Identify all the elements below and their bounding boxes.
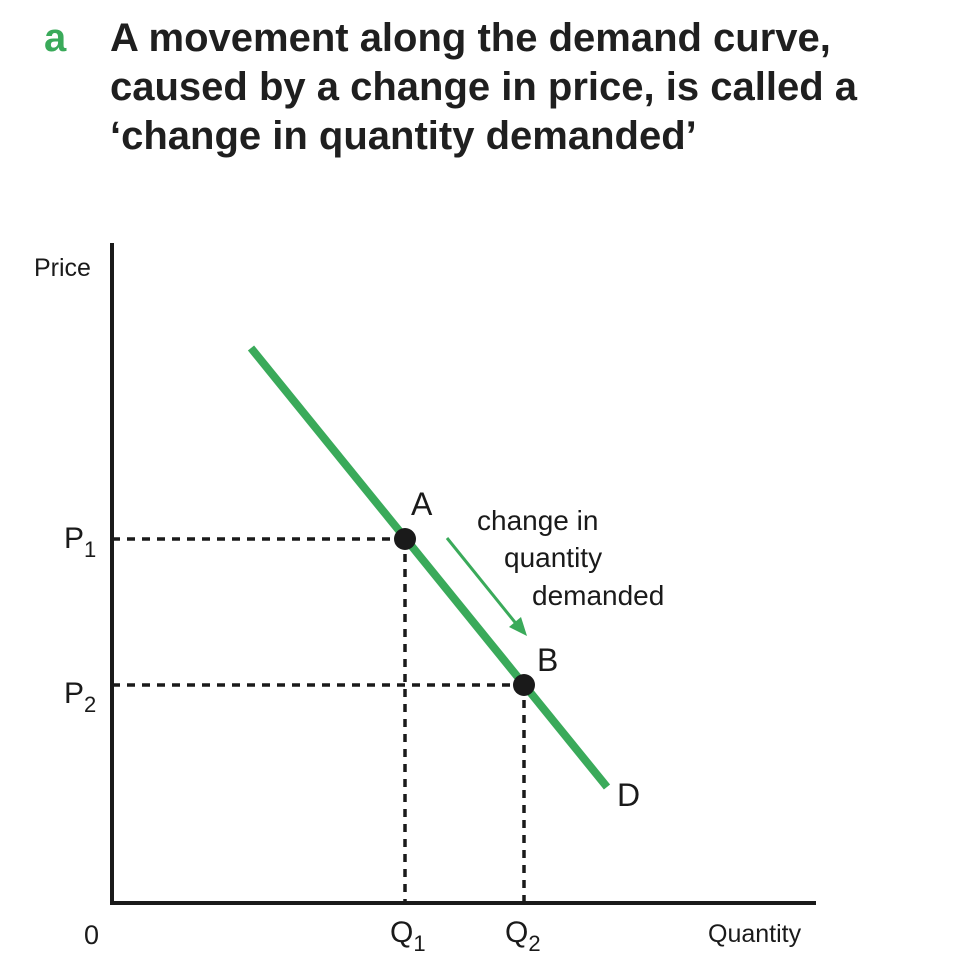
origin-label: 0 (84, 920, 99, 950)
caption-line-2: caused by a change in price, is called a (110, 65, 857, 109)
q1-label: Q1 (390, 916, 426, 956)
p2-label: P2 (64, 677, 96, 717)
heading: a A movement along the demand curve, cau… (0, 0, 980, 200)
curve-label: D (617, 777, 640, 813)
caption-line-1: A movement along the demand curve, (110, 16, 831, 60)
point-b-label: B (537, 642, 558, 678)
caption: A movement along the demand curve, cause… (110, 14, 950, 161)
q2-label: Q2 (505, 916, 541, 956)
x-axis-label: Quantity (708, 920, 802, 948)
annotation-line-2: quantity (504, 542, 602, 573)
point-b (513, 674, 535, 696)
panel-letter: a (44, 16, 67, 60)
annotation-line-3: demanded (532, 580, 664, 611)
y-axis-label: Price (34, 254, 91, 282)
demand-curve (247, 345, 611, 790)
movement-arrow (445, 537, 520, 627)
point-a (394, 528, 416, 550)
annotation-line-1: change in (477, 505, 598, 536)
point-a-label: A (411, 486, 433, 522)
movement-arrowhead (509, 617, 527, 636)
caption-line-3: ‘change in quantity demanded’ (110, 114, 697, 158)
p1-label: P1 (64, 522, 96, 562)
